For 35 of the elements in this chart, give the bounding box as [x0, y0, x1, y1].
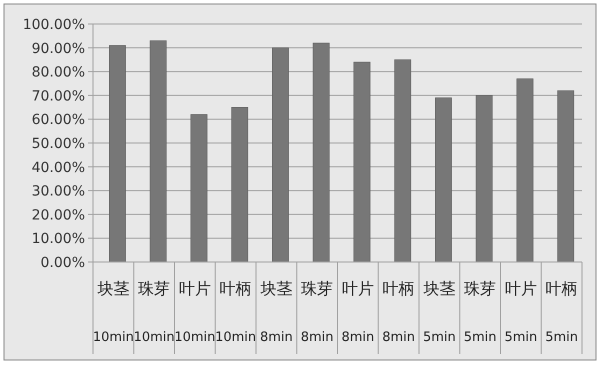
category-label: 叶柄 5min — [545, 279, 578, 345]
y-tick-label: 90.00% — [32, 40, 85, 57]
y-tick-label: 70.00% — [32, 88, 85, 104]
bar — [231, 107, 248, 262]
y-tick-label: 50.00% — [32, 136, 85, 152]
y-tick-label: 30.00% — [32, 184, 85, 200]
bar — [150, 40, 167, 262]
bar — [476, 95, 493, 262]
y-tick-label: 100.00% — [22, 17, 85, 33]
category-label: 块茎 8min — [260, 279, 293, 345]
category-label: 珠芽 8min — [300, 279, 334, 345]
y-tick-label: 10.00% — [32, 231, 85, 248]
category-label: 珠芽 10min — [134, 279, 175, 345]
category-label: 叶柄 10min — [215, 279, 256, 345]
y-tick-label: 20.00% — [32, 207, 85, 224]
category-label: 叶片 8min — [341, 279, 374, 345]
y-tick-label: 60.00% — [32, 112, 85, 128]
category-label: 叶柄 8min — [382, 279, 416, 345]
bar — [312, 42, 330, 262]
category-label: 块茎 5min — [422, 279, 456, 345]
category-label: 块茎 10min — [92, 279, 134, 345]
bar — [516, 78, 534, 262]
bar — [435, 98, 452, 262]
bar — [272, 48, 289, 262]
category-label: 珠芽 5min — [464, 279, 497, 345]
bar — [557, 90, 574, 262]
category-label: 叶片 10min — [174, 279, 216, 345]
category-label: 叶片 5min — [504, 279, 538, 345]
y-tick-label: 40.00% — [32, 160, 85, 176]
y-tick-label: 80.00% — [32, 64, 85, 81]
bar — [354, 62, 370, 262]
bar — [109, 45, 126, 262]
bar — [190, 114, 208, 262]
y-tick-label: 0.00% — [40, 255, 85, 271]
bar — [394, 59, 412, 262]
